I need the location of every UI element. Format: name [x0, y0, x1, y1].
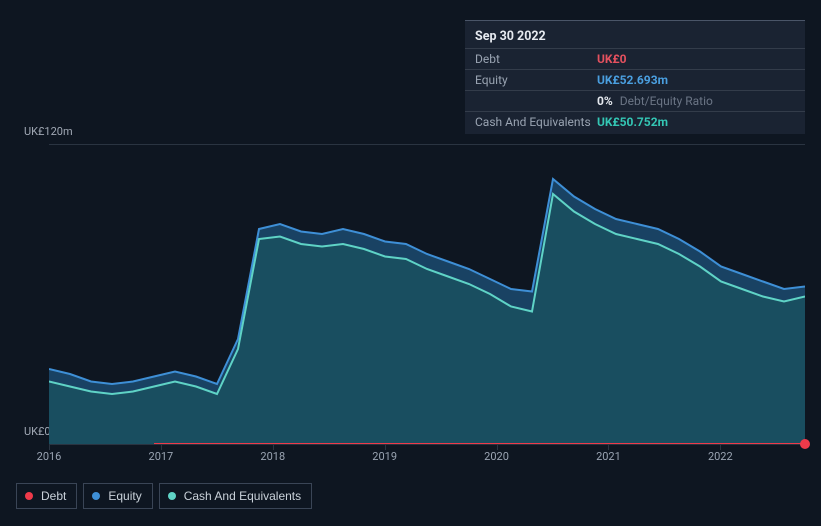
- tooltip-row: DebtUK£0: [465, 48, 805, 69]
- tooltip-row: 0% Debt/Equity Ratio: [465, 90, 805, 111]
- x-axis-label: 2022: [708, 450, 733, 463]
- x-axis-label: 2020: [484, 450, 509, 463]
- legend-dot-icon: [168, 492, 176, 500]
- tooltip-row-value: UK£52.693m: [597, 73, 795, 87]
- gridline-bottom: [49, 444, 805, 445]
- tooltip-row-value: 0% Debt/Equity Ratio: [597, 94, 795, 108]
- legend-dot-icon: [92, 492, 100, 500]
- tooltip-date: Sep 30 2022: [465, 25, 805, 48]
- tooltip-row-value: UK£50.752m: [597, 115, 795, 129]
- tooltip-row-label: Equity: [475, 73, 597, 87]
- legend-item-equity[interactable]: Equity: [83, 483, 152, 509]
- tooltip-row-label: Debt: [475, 52, 597, 66]
- x-axis-label: 2017: [149, 450, 174, 463]
- tooltip-row: Cash And EquivalentsUK£50.752m: [465, 111, 805, 132]
- chart-plot-area: [49, 144, 805, 444]
- legend-dot-icon: [25, 492, 33, 500]
- y-axis-label-max: UK£120m: [24, 125, 73, 138]
- debt-end-marker: [800, 439, 810, 449]
- legend-item-debt[interactable]: Debt: [16, 483, 77, 509]
- legend-item-cash-and-equivalents[interactable]: Cash And Equivalents: [159, 483, 312, 509]
- x-axis-label: 2016: [37, 450, 62, 463]
- tooltip-rows: DebtUK£0EquityUK£52.693m0% Debt/Equity R…: [465, 48, 805, 132]
- tooltip-row: EquityUK£52.693m: [465, 69, 805, 90]
- debt-equity-chart-panel: Sep 30 2022 DebtUK£0EquityUK£52.693m0% D…: [0, 0, 821, 526]
- y-axis-label-min: UK£0: [24, 425, 51, 438]
- tooltip-row-label: Cash And Equivalents: [475, 115, 597, 129]
- x-axis-label: 2018: [260, 450, 285, 463]
- cash-area: [49, 194, 805, 444]
- legend-label: Debt: [41, 489, 66, 503]
- chart-legend: Debt Equity Cash And Equivalents: [16, 483, 312, 509]
- tooltip-row-value: UK£0: [597, 52, 795, 66]
- x-axis-label: 2021: [596, 450, 621, 463]
- legend-label: Cash And Equivalents: [184, 489, 301, 503]
- legend-label: Equity: [108, 489, 141, 503]
- chart-tooltip: Sep 30 2022 DebtUK£0EquityUK£52.693m0% D…: [465, 20, 805, 134]
- x-axis-label: 2019: [372, 450, 397, 463]
